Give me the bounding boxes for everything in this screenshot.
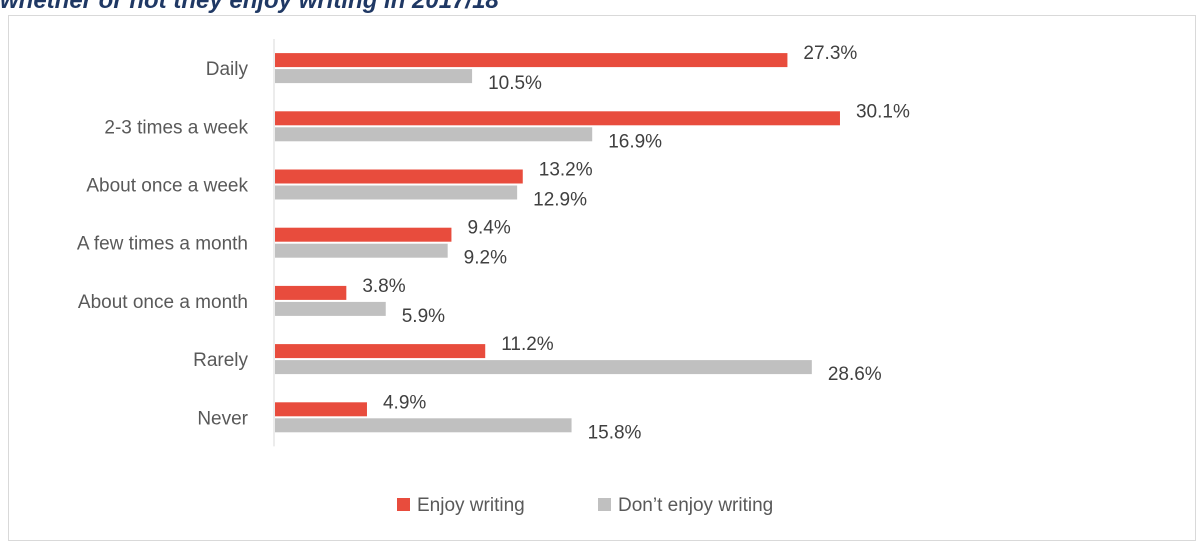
bar-enjoy [275, 227, 452, 242]
data-label: 16.9% [608, 131, 662, 152]
category-label: A few times a month [77, 234, 248, 255]
bar-dont-enjoy [275, 418, 572, 433]
category-label: 2-3 times a week [104, 117, 248, 138]
category-label: Rarely [193, 350, 248, 371]
bar-dont-enjoy [275, 185, 518, 200]
bar-enjoy [275, 402, 367, 417]
data-label: 30.1% [856, 101, 910, 122]
data-label: 9.4% [467, 218, 510, 239]
chart-frame [8, 15, 1196, 541]
chart-title: whether or not they enjoy writing in 201… [0, 0, 499, 13]
data-label: 11.2% [501, 334, 554, 355]
legend-swatch-dont-enjoy [598, 498, 611, 511]
data-label: 4.9% [383, 392, 426, 413]
bar-dont-enjoy [275, 243, 448, 258]
bar-enjoy [275, 169, 523, 184]
bar-dont-enjoy [275, 127, 593, 142]
category-label: Never [197, 408, 248, 429]
data-label: 10.5% [488, 73, 542, 94]
data-label: 13.2% [539, 160, 593, 181]
category-label: Daily [206, 59, 249, 80]
legend-swatch-enjoy [397, 498, 410, 511]
bar-dont-enjoy [275, 301, 386, 316]
legend-label: Don’t enjoy writing [618, 495, 773, 516]
bar-dont-enjoy [275, 69, 473, 84]
legend-label: Enjoy writing [417, 495, 525, 516]
bar-enjoy [275, 285, 347, 300]
data-label: 9.2% [464, 248, 507, 269]
category-label: About once a month [78, 292, 248, 313]
data-label: 5.9% [402, 306, 445, 327]
data-label: 27.3% [803, 43, 857, 64]
bar-enjoy [275, 111, 840, 126]
bar-enjoy [275, 344, 486, 359]
bar-enjoy [275, 53, 788, 68]
chart-title-clip: whether or not they enjoy writing in 201… [0, 0, 1199, 13]
data-label: 3.8% [362, 276, 405, 297]
bar-dont-enjoy [275, 360, 812, 375]
data-label: 15.8% [588, 422, 642, 443]
data-label: 12.9% [533, 190, 587, 211]
data-label: 28.6% [828, 364, 882, 385]
category-label: About once a week [86, 176, 248, 197]
